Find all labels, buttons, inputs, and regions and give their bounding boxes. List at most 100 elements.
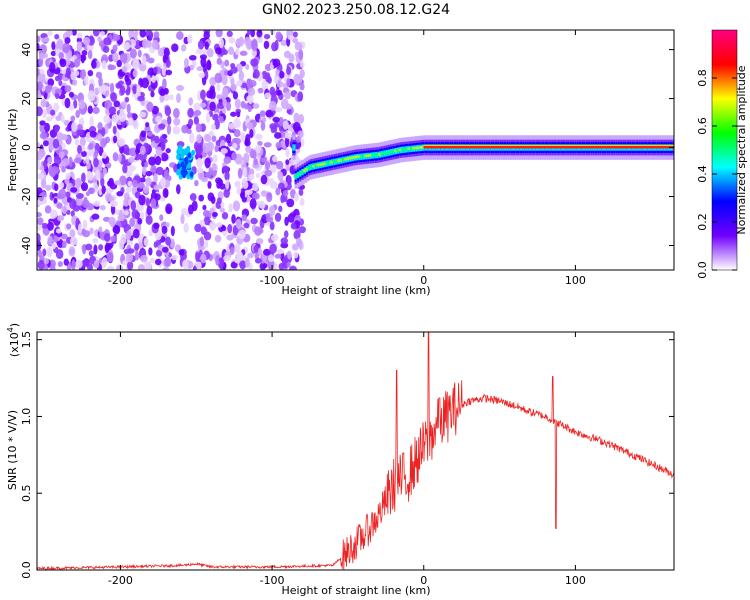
heatmap-cell bbox=[132, 85, 137, 95]
heatmap-cell bbox=[37, 172, 45, 180]
heatmap-cell bbox=[125, 170, 133, 178]
heatmap-cell bbox=[288, 53, 295, 63]
heatmap-cell bbox=[528, 144, 532, 146]
heatmap-cell bbox=[38, 52, 45, 60]
heatmap-cell bbox=[596, 145, 600, 149]
heatmap-cell bbox=[128, 147, 137, 157]
heatmap-cell bbox=[200, 253, 207, 264]
heatmap-cell bbox=[252, 149, 257, 160]
heatmap-cell bbox=[121, 65, 128, 73]
heatmap-cell bbox=[144, 261, 149, 269]
heatmap-cell bbox=[534, 144, 538, 146]
heatmap-cell bbox=[109, 82, 115, 94]
heatmap-cell bbox=[282, 120, 289, 130]
heatmap-cell bbox=[50, 50, 57, 57]
heatmap-cell bbox=[112, 52, 119, 63]
heatmap-y-ticks: 40 20 0 -20 -40 bbox=[20, 43, 674, 254]
colorbar-tick-label: 0.4 bbox=[696, 165, 709, 183]
colorbar: 0.0 0.2 0.4 0.6 0.8 Normalized spectral ampl… bbox=[696, 29, 748, 279]
heatmap-cell bbox=[186, 145, 191, 152]
heatmap-cell bbox=[258, 201, 266, 209]
heatmap-cell bbox=[274, 212, 282, 223]
heatmap-cell bbox=[280, 39, 288, 47]
heatmap-cell bbox=[73, 70, 80, 77]
heatmap-cell bbox=[246, 122, 254, 129]
heatmap-cell bbox=[269, 164, 277, 174]
y-tick-label: 0.0 bbox=[20, 561, 33, 579]
heatmap-cell bbox=[98, 244, 104, 251]
heatmap-cell bbox=[103, 37, 112, 46]
heatmap-cell bbox=[265, 72, 271, 83]
heatmap-cell bbox=[366, 154, 370, 157]
heatmap-cell bbox=[355, 155, 359, 159]
heatmap-cell bbox=[101, 60, 107, 70]
heatmap-cell bbox=[98, 226, 103, 233]
heatmap-cell bbox=[350, 156, 354, 160]
heatmap-cell bbox=[384, 151, 388, 155]
heatmap-cell bbox=[648, 145, 652, 149]
heatmap-cell bbox=[305, 167, 309, 171]
heatmap-cell bbox=[226, 30, 233, 37]
heatmap-cell bbox=[285, 148, 290, 158]
heatmap-cell bbox=[134, 242, 140, 251]
heatmap-cell bbox=[144, 40, 152, 48]
heatmap-cell bbox=[278, 263, 285, 270]
heatmap-cell bbox=[244, 189, 253, 195]
heatmap-cell bbox=[162, 266, 170, 270]
heatmap-cell bbox=[466, 144, 470, 146]
heatmap-cell bbox=[37, 151, 44, 161]
heatmap-cell bbox=[103, 233, 111, 242]
heatmap-cell bbox=[321, 162, 325, 166]
snr-y-scale-close: ) bbox=[8, 323, 21, 327]
heatmap-cell bbox=[632, 145, 636, 149]
heatmap-cell bbox=[534, 145, 538, 149]
heatmap-cell bbox=[150, 164, 157, 173]
heatmap-cell bbox=[623, 144, 627, 146]
heatmap-cell bbox=[286, 198, 295, 208]
heatmap-cell bbox=[85, 155, 90, 165]
heatmap-cell bbox=[58, 52, 64, 60]
heatmap-cell bbox=[144, 161, 149, 168]
heatmap-cell bbox=[203, 31, 210, 40]
heatmap-cell bbox=[37, 232, 41, 244]
heatmap-cell bbox=[214, 145, 219, 153]
heatmap-cell bbox=[225, 133, 232, 144]
heatmap-cell bbox=[630, 144, 634, 146]
heatmap-cell bbox=[505, 144, 509, 146]
heatmap-cell bbox=[148, 31, 154, 39]
heatmap-cell bbox=[150, 90, 155, 98]
heatmap-cell bbox=[165, 222, 170, 228]
heatmap-cell bbox=[270, 90, 278, 96]
heatmap-cell bbox=[240, 132, 246, 143]
heatmap-cell bbox=[259, 110, 266, 117]
heatmap-cell bbox=[489, 145, 493, 149]
heatmap-cell bbox=[91, 213, 100, 220]
heatmap-cell bbox=[216, 57, 222, 65]
heatmap-cell bbox=[473, 144, 477, 146]
heatmap-cell bbox=[209, 101, 216, 112]
heatmap-cell bbox=[635, 145, 639, 149]
heatmap-cell bbox=[272, 116, 281, 123]
heatmap-cell bbox=[280, 237, 289, 245]
heatmap-cell bbox=[247, 252, 255, 259]
heatmap-cell bbox=[263, 40, 270, 50]
heatmap-cell bbox=[407, 147, 411, 151]
heatmap-cell bbox=[603, 144, 607, 146]
heatmap-cell bbox=[530, 144, 534, 146]
heatmap-cell bbox=[252, 192, 260, 200]
heatmap-cell bbox=[482, 144, 486, 146]
heatmap-cell bbox=[169, 238, 176, 249]
heatmap-cell bbox=[161, 66, 167, 77]
heatmap-cell bbox=[279, 70, 285, 79]
heatmap-cell bbox=[216, 83, 221, 92]
heatmap-cell bbox=[203, 231, 212, 241]
heatmap-cell bbox=[196, 157, 204, 168]
heatmap-cell bbox=[297, 91, 304, 102]
heatmap-cell bbox=[69, 104, 75, 111]
heatmap-cell bbox=[464, 144, 468, 146]
heatmap-cell bbox=[49, 209, 58, 219]
heatmap-cell bbox=[247, 87, 256, 96]
heatmap-cell bbox=[296, 173, 300, 177]
heatmap-cell bbox=[327, 161, 331, 164]
